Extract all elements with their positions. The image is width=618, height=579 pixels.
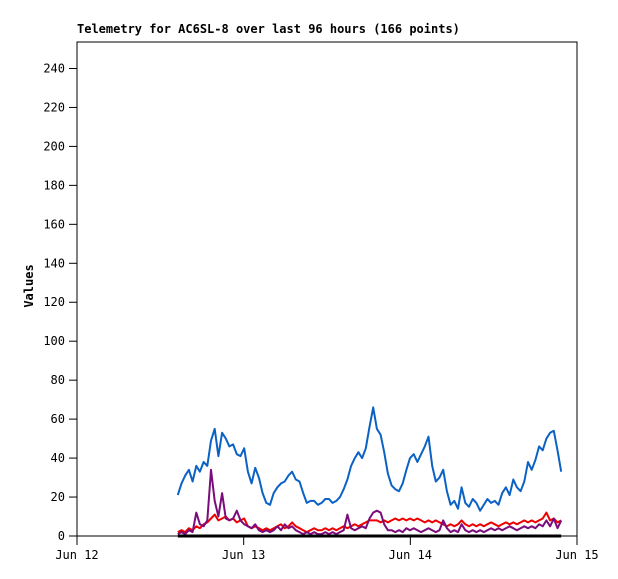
y-tick-label: 0 (58, 529, 65, 543)
chart-title: Telemetry for AC6SL-8 over last 96 hours… (77, 22, 460, 36)
y-tick-label: 80 (51, 373, 65, 387)
y-tick-label: 200 (43, 139, 65, 153)
x-tick-label: Jun 14 (389, 548, 432, 562)
y-tick-label: 160 (43, 217, 65, 231)
y-tick-label: 40 (51, 451, 65, 465)
y-tick-label: 120 (43, 295, 65, 309)
y-tick-label: 60 (51, 412, 65, 426)
y-tick-label: 220 (43, 100, 65, 114)
x-tick-label: Jun 13 (222, 548, 265, 562)
plot-border (76, 41, 578, 537)
y-tick-label: 100 (43, 334, 65, 348)
y-tick-label: 140 (43, 256, 65, 270)
y-tick-label: 240 (43, 61, 65, 75)
x-tick-label: Jun 12 (55, 548, 98, 562)
series-line-purple (177, 468, 563, 536)
y-tick-label: 180 (43, 178, 65, 192)
x-tick-label: Jun 15 (555, 548, 598, 562)
series-line-blue (176, 406, 563, 512)
y-axis-title: Values (22, 264, 36, 308)
y-tick-label: 20 (51, 490, 65, 504)
